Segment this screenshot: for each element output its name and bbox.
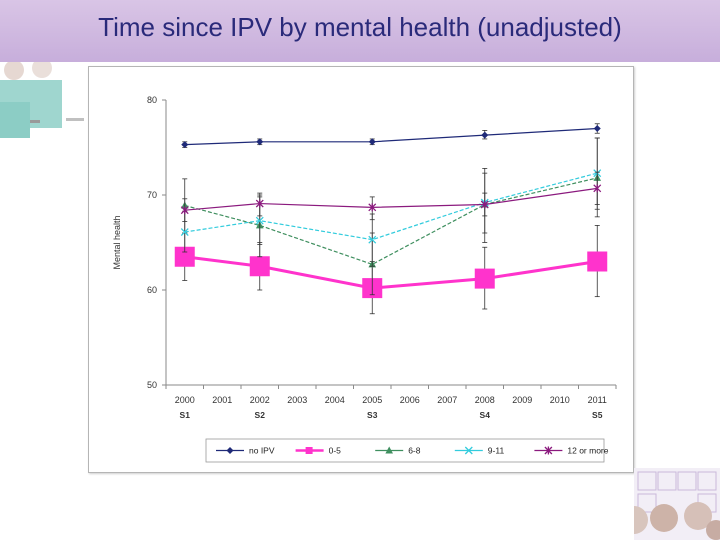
legend-item: no IPV bbox=[216, 446, 275, 456]
y-tick-label: 50 bbox=[147, 380, 157, 390]
legend-swatch-marker bbox=[464, 446, 473, 455]
title-bar: Time since IPV by mental health (unadjus… bbox=[0, 0, 720, 62]
data-point bbox=[180, 228, 189, 237]
x-tick-label: 2003 bbox=[287, 395, 307, 405]
x-tick-label: 2000 bbox=[175, 395, 195, 405]
data-point bbox=[174, 246, 195, 267]
legend-label: no IPV bbox=[249, 446, 275, 456]
data-point bbox=[593, 125, 601, 132]
legend-label: 6-8 bbox=[408, 446, 421, 456]
survey-label: S4 bbox=[480, 410, 491, 420]
series-line bbox=[184, 187, 598, 211]
y-tick-label: 60 bbox=[147, 285, 157, 295]
data-point bbox=[181, 141, 189, 149]
legend-label: 9-11 bbox=[488, 446, 505, 456]
legend-label: 0-5 bbox=[329, 446, 342, 456]
series-12-or-more bbox=[180, 171, 602, 223]
series-line bbox=[184, 255, 598, 290]
line-chart: 50 60 70 80 2000 2001 2002 2003 2004 2005 2006 2007… bbox=[112, 95, 617, 463]
series-line bbox=[184, 127, 598, 146]
x-tick-label: 2006 bbox=[400, 395, 420, 405]
decorative-pattern-left bbox=[0, 62, 84, 138]
x-tick-label: 2001 bbox=[212, 395, 232, 405]
legend: no IPV 0-5 6-8 9-11 12 or more bbox=[205, 438, 609, 463]
data-point bbox=[255, 216, 264, 225]
survey-label: S1 bbox=[180, 410, 191, 420]
decorative-photo-collage bbox=[634, 468, 720, 540]
y-tick-label: 80 bbox=[147, 95, 157, 105]
legend-label: 12 or more bbox=[567, 446, 608, 456]
x-tick-label: 2010 bbox=[550, 395, 570, 405]
legend-box bbox=[205, 438, 605, 463]
slide-title: Time since IPV by mental health (unadjus… bbox=[98, 12, 622, 42]
data-point bbox=[474, 268, 495, 289]
x-tick-label: 2002 bbox=[250, 395, 270, 405]
survey-label: S5 bbox=[592, 410, 603, 420]
legend-item: 9-11 bbox=[454, 446, 505, 456]
survey-label: S3 bbox=[367, 410, 378, 420]
data-point bbox=[368, 203, 377, 212]
data-point bbox=[368, 138, 376, 146]
series-no-IPV bbox=[181, 123, 601, 149]
data-point bbox=[249, 256, 270, 277]
legend-swatch-marker bbox=[385, 446, 393, 454]
legend-item: 0-5 bbox=[295, 446, 342, 456]
y-axis-label: Mental health bbox=[112, 215, 122, 269]
data-point bbox=[593, 184, 602, 193]
data-point bbox=[180, 206, 189, 215]
x-tick-label: 2004 bbox=[325, 395, 345, 405]
legend-item: 6-8 bbox=[375, 446, 421, 456]
legend-swatch-marker bbox=[544, 446, 553, 455]
series-line bbox=[184, 177, 598, 266]
data-point bbox=[480, 200, 489, 209]
survey-label: S2 bbox=[255, 410, 266, 420]
x-tick-label: 2009 bbox=[512, 395, 532, 405]
data-point bbox=[587, 251, 608, 272]
data-point bbox=[256, 138, 264, 146]
data-point bbox=[481, 131, 489, 139]
x-tick-label: 2011 bbox=[588, 395, 607, 405]
legend-swatch-marker bbox=[226, 447, 234, 454]
x-tick-label: 2008 bbox=[475, 395, 495, 405]
legend-swatch-marker bbox=[305, 447, 313, 454]
legend-item: 12 or more bbox=[534, 446, 609, 456]
data-point bbox=[255, 199, 264, 208]
x-tick-label: 2007 bbox=[437, 395, 457, 405]
series-0-5 bbox=[174, 224, 608, 315]
series-9-11 bbox=[180, 137, 602, 267]
x-tick-label: 2005 bbox=[362, 395, 382, 405]
chart-frame: 50 60 70 80 2000 2001 2002 2003 2004 2005 2006 2007… bbox=[88, 66, 634, 473]
y-tick-label: 70 bbox=[147, 190, 157, 200]
data-point bbox=[368, 235, 377, 244]
